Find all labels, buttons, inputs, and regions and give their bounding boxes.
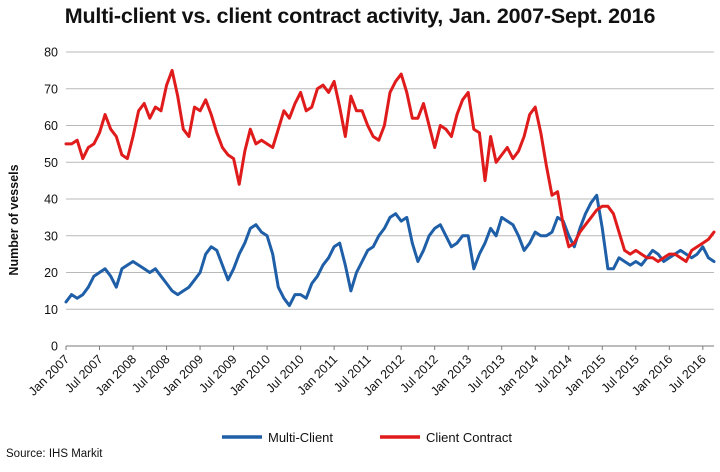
series-line-client-contract [64, 68, 716, 263]
y-tick-labels: 0 10 20 30 40 50 60 70 80 [44, 46, 58, 354]
y-tick-label: 70 [44, 82, 58, 96]
chart-title: Multi-client vs. client contract activit… [64, 4, 656, 28]
y-tick-label: 0 [51, 340, 58, 354]
y-tick-label: 80 [44, 46, 58, 60]
source-note: Source: IHS Markit [6, 448, 103, 460]
legend: Multi-Client Client Contract [222, 430, 512, 445]
gridlines [66, 51, 714, 347]
y-tick-label: 50 [44, 156, 58, 170]
y-tick-label: 20 [44, 266, 58, 280]
y-tick-label: 10 [44, 303, 58, 317]
legend-label: Multi-Client [268, 430, 333, 445]
y-tick-label: 40 [44, 193, 58, 207]
x-tick-label: Jul 2016 [666, 352, 709, 395]
series-line-multi-client [64, 193, 716, 308]
legend-label: Client Contract [426, 430, 512, 445]
x-tick-label: Jan 2007 [26, 352, 72, 398]
y-axis-label: Number of vessels [7, 164, 21, 275]
series-lines [64, 68, 716, 308]
y-tick-label: 30 [44, 229, 58, 243]
y-tick-label: 60 [44, 119, 58, 133]
